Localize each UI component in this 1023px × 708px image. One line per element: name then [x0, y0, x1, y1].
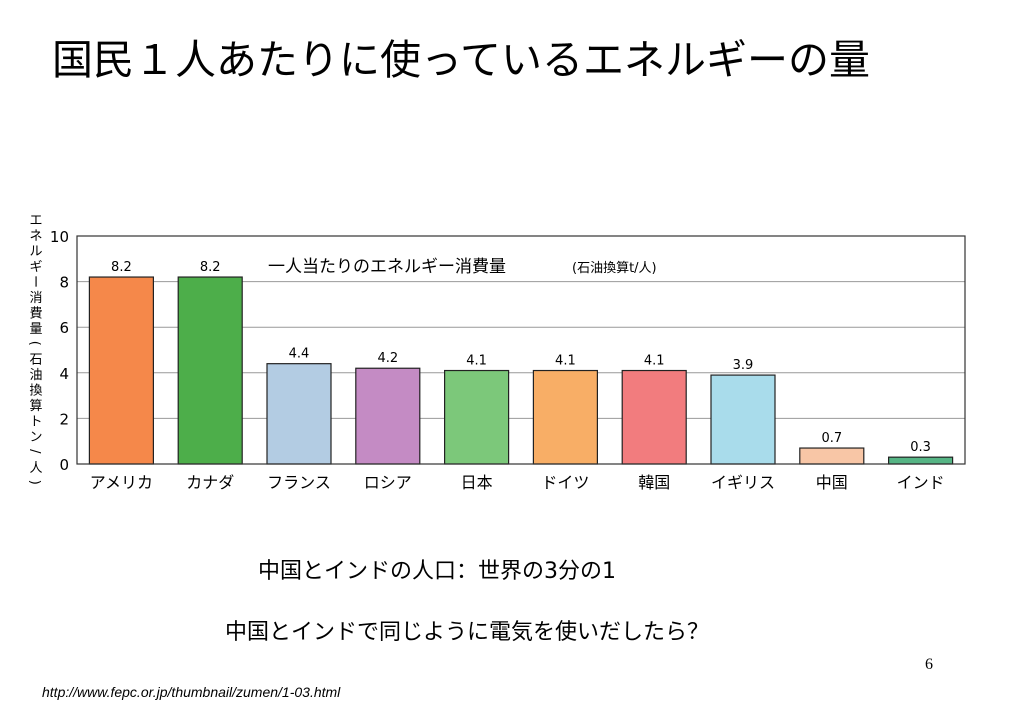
- value-label: 4.1: [466, 354, 487, 369]
- value-label: 3.9: [733, 358, 754, 373]
- y-tick-label: 10: [50, 228, 69, 246]
- y-axis-title-char: ネ: [29, 229, 42, 244]
- y-axis-title-char: 換: [29, 384, 42, 399]
- x-tick-label: 韓国: [638, 473, 670, 492]
- x-tick-label: 日本: [461, 473, 493, 492]
- bar: [710, 374, 776, 465]
- x-tick-label: 中国: [816, 473, 848, 492]
- x-tick-labels: アメリカ カナダ フランス ロシア 日本 ドイツ 韓国 イギリス 中国 インド: [90, 473, 945, 492]
- bar: [887, 456, 954, 465]
- x-tick-label: カナダ: [186, 473, 234, 492]
- y-tick-labels: 0 2 4 6 8 10: [50, 228, 69, 474]
- question-note: 中国とインドで同じように電気を使いだしたら？: [225, 620, 710, 645]
- y-axis-title-char: ル: [29, 245, 42, 260]
- y-axis-title-char: 油: [29, 368, 42, 383]
- value-label: 4.1: [644, 354, 665, 369]
- y-tick-label: 4: [59, 365, 69, 383]
- plot-frame: [76, 235, 966, 465]
- x-tick-label: フランス: [267, 473, 331, 492]
- chart-title-unit: (石油換算t/人): [572, 261, 657, 276]
- bar: [444, 369, 510, 465]
- y-tick-label: 0: [59, 456, 69, 474]
- bar: [266, 363, 332, 465]
- value-label: 4.2: [377, 351, 398, 366]
- x-tick-label: ドイツ: [541, 473, 589, 492]
- y-axis-title-char: ): [27, 480, 42, 485]
- value-label: 4.1: [555, 354, 576, 369]
- bar: [355, 367, 421, 465]
- y-axis-title-char: エ: [29, 214, 42, 229]
- y-tick-label: 6: [59, 319, 69, 337]
- y-axis-title-char: 人: [29, 461, 42, 476]
- value-label: 0.7: [821, 431, 842, 446]
- source-url: http://www.fepc.or.jp/thumbnail/zumen/1-…: [42, 684, 341, 700]
- bar: [621, 369, 687, 465]
- y-axis-title-char: 費: [29, 306, 42, 321]
- y-axis-title-char: ー: [27, 275, 42, 288]
- slide-title: 国民１人あたりに使っているエネルギーの量: [52, 36, 870, 84]
- x-tick-label: イギリス: [711, 473, 775, 492]
- page-number: 6: [925, 656, 933, 673]
- y-axis-title-char: ギ: [29, 260, 42, 275]
- bar: [532, 369, 599, 465]
- chart-title: 一人当たりのエネルギー消費量: [268, 257, 506, 277]
- value-label: 8.2: [111, 260, 132, 275]
- value-label: 8.2: [200, 260, 221, 275]
- bar: [799, 447, 865, 465]
- value-labels: 8.2 8.2 4.4 4.2 4.1 4.1 4.1 3.9 0.7 0.3: [111, 260, 931, 455]
- y-axis-title-char: /: [27, 449, 42, 454]
- y-tick-label: 8: [59, 274, 69, 292]
- x-tick-label: アメリカ: [90, 473, 153, 492]
- x-tick-label: ロシア: [364, 473, 412, 492]
- value-label: 4.4: [289, 347, 310, 362]
- population-note: 中国とインドの人口：世界の3分の1: [258, 559, 616, 584]
- bar: [177, 276, 243, 465]
- bar: [88, 276, 155, 465]
- value-label: 0.3: [910, 440, 931, 455]
- y-axis-title-char: (: [27, 341, 42, 346]
- y-tick-label: 2: [59, 410, 69, 428]
- y-axis-title-char: 量: [29, 322, 42, 337]
- y-axis-title-char: ン: [29, 430, 42, 445]
- y-axis-title-char: 石: [29, 353, 42, 368]
- y-axis-title-char: 算: [29, 399, 42, 414]
- y-axis-title-char: 消: [29, 291, 42, 306]
- x-tick-label: インド: [897, 473, 945, 492]
- y-axis-title-char: ト: [29, 415, 42, 430]
